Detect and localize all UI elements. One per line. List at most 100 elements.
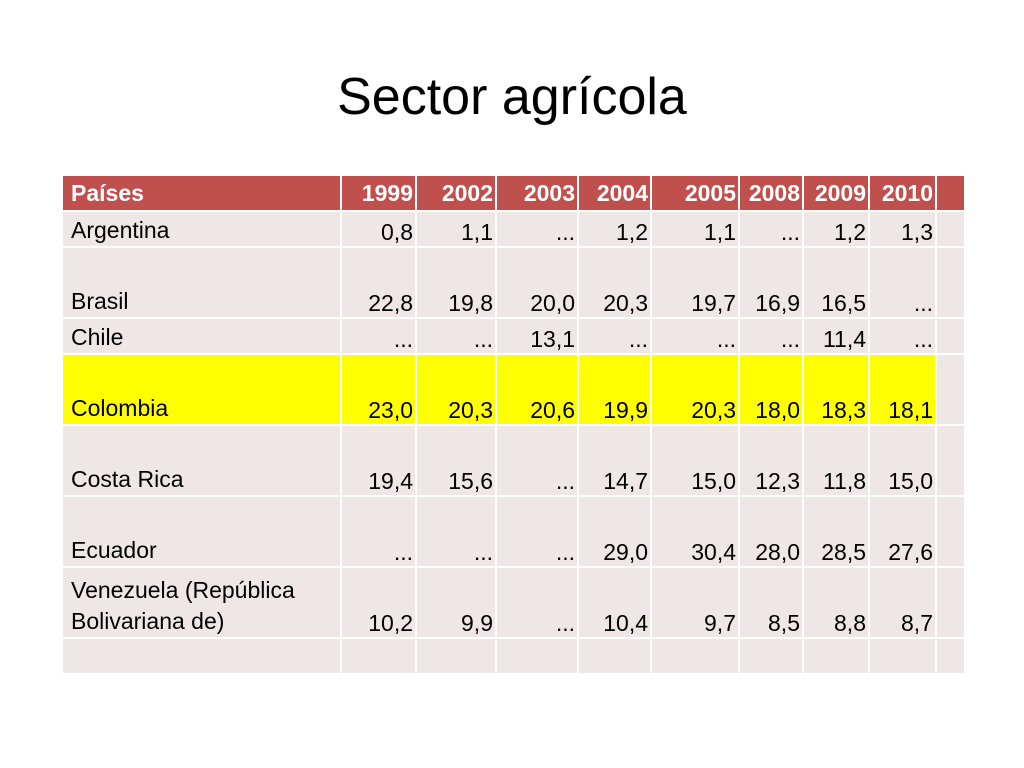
table-row: Brasil 22,8 19,8 20,0 20,3 19,7 16,9 16,5... [61, 246, 966, 319]
empty-cell [935, 317, 966, 355]
empty-cell [935, 566, 966, 639]
value-cell: ... [738, 210, 804, 248]
value-cell: 8,8 [802, 566, 870, 639]
header-cell [935, 174, 966, 212]
value-cell: 0,8 [340, 210, 417, 248]
value-cell: 14,7 [577, 424, 652, 497]
header-cell: Países [61, 174, 342, 212]
country-cell: Brasil [61, 246, 342, 319]
table-row: Costa Rica 19,4 15,6... 14,7 15,0 12,3 11,8 15,… [61, 424, 966, 497]
table-row: Ecuador......... 29,0 30,4 28,0 28,5 27,6 [61, 495, 966, 568]
value-cell: 20,3 [650, 353, 740, 426]
value-cell: 1,2 [802, 210, 870, 248]
value-cell: ... [340, 317, 417, 355]
value-cell [738, 637, 804, 675]
value-cell: 27,6 [868, 495, 937, 568]
slide-title: Sector agrícola [337, 68, 687, 126]
value-cell: 10,4 [577, 566, 652, 639]
value-cell: 1,3 [868, 210, 937, 248]
value-cell: 20,0 [495, 246, 579, 319]
value-cell: ... [495, 566, 579, 639]
value-cell: 19,8 [415, 246, 497, 319]
value-cell: ... [868, 246, 937, 319]
value-cell: 23,0 [340, 353, 417, 426]
header-cell: 1999 [340, 174, 417, 212]
empty-cell [935, 246, 966, 319]
value-cell: ... [495, 210, 579, 248]
country-cell: Costa Rica [61, 424, 342, 497]
value-cell [868, 637, 937, 675]
header-cell: 2002 [415, 174, 497, 212]
country-cell: Chile [61, 317, 342, 355]
value-cell: 22,8 [340, 246, 417, 319]
value-cell: 19,9 [577, 353, 652, 426]
empty-cell [935, 424, 966, 497]
value-cell: ... [495, 495, 579, 568]
country-cell: Argentina [61, 210, 342, 248]
value-cell: 19,4 [340, 424, 417, 497]
header-row: Países 1999 2002 2003 2004 2005 2008 200… [61, 174, 966, 212]
value-cell: 30,4 [650, 495, 740, 568]
table-row [61, 637, 966, 675]
value-cell: 15,6 [415, 424, 497, 497]
value-cell: 18,1 [868, 353, 937, 426]
header-cell: 2010 [868, 174, 937, 212]
value-cell: 8,5 [738, 566, 804, 639]
value-cell: 18,3 [802, 353, 870, 426]
value-cell: ... [340, 495, 417, 568]
value-cell: 11,8 [802, 424, 870, 497]
table-row: Chile...... 13,1......... 11,4... [61, 317, 966, 355]
value-cell [340, 637, 417, 675]
value-cell: 10,2 [340, 566, 417, 639]
value-cell: ... [577, 317, 652, 355]
value-cell: ... [868, 317, 937, 355]
value-cell: 16,9 [738, 246, 804, 319]
value-cell: 1,1 [415, 210, 497, 248]
value-cell: 9,7 [650, 566, 740, 639]
header-cell: 2004 [577, 174, 652, 212]
value-cell: 20,3 [415, 353, 497, 426]
value-cell [415, 637, 497, 675]
table-row: Venezuela (República Bolivariana de) 10,2… [61, 566, 966, 639]
value-cell: 1,1 [650, 210, 740, 248]
value-cell: 28,5 [802, 495, 870, 568]
table-body: Argentina 0,8 1,1... 1,2 1,1... 1,2 1,3 Brasil 2… [61, 210, 966, 675]
country-cell: Ecuador [61, 495, 342, 568]
value-cell: 20,3 [577, 246, 652, 319]
value-cell: 12,3 [738, 424, 804, 497]
value-cell: 1,2 [577, 210, 652, 248]
country-cell: Colombia [61, 353, 342, 426]
table-row: Colombia 23,0 20,3 20,6 19,9 20,3 18,0 18,3 18,1 [61, 353, 966, 426]
value-cell: 16,5 [802, 246, 870, 319]
header-cell: 2005 [650, 174, 740, 212]
data-table: Países 1999 2002 2003 2004 2005 2008 200… [61, 174, 966, 675]
value-cell: 19,7 [650, 246, 740, 319]
country-cell: Venezuela (República Bolivariana de) [61, 566, 342, 639]
value-cell: 15,0 [650, 424, 740, 497]
value-cell: 13,1 [495, 317, 579, 355]
value-cell: 15,0 [868, 424, 937, 497]
value-cell: ... [415, 495, 497, 568]
value-cell: ... [650, 317, 740, 355]
value-cell: 9,9 [415, 566, 497, 639]
value-cell: ... [495, 424, 579, 497]
empty-cell [935, 495, 966, 568]
value-cell [650, 637, 740, 675]
table-row: Argentina 0,8 1,1... 1,2 1,1... 1,2 1,3 [61, 210, 966, 248]
value-cell: ... [415, 317, 497, 355]
empty-cell [935, 637, 966, 675]
header-cell: 2008 [738, 174, 804, 212]
value-cell [802, 637, 870, 675]
value-cell: 18,0 [738, 353, 804, 426]
value-cell: 20,6 [495, 353, 579, 426]
value-cell [495, 637, 579, 675]
header-cell: 2009 [802, 174, 870, 212]
value-cell: ... [738, 317, 804, 355]
empty-cell [935, 210, 966, 248]
value-cell: 11,4 [802, 317, 870, 355]
country-cell [61, 637, 342, 675]
value-cell [577, 637, 652, 675]
value-cell: 29,0 [577, 495, 652, 568]
value-cell: 28,0 [738, 495, 804, 568]
